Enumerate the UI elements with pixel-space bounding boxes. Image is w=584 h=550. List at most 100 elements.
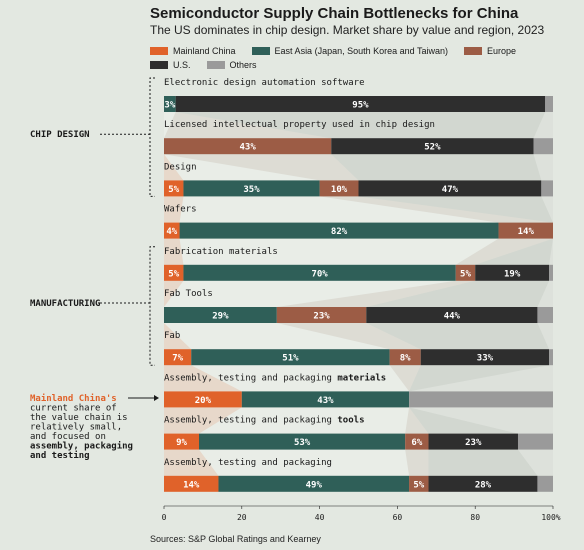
legend-swatch <box>150 47 168 55</box>
chart-title: Semiconductor Supply Chain Bottlenecks f… <box>150 5 519 22</box>
flow-band <box>164 365 410 392</box>
flow-band <box>164 407 242 434</box>
data-label: 7% <box>172 354 183 364</box>
legend: Mainland China East Asia (Japan, South Ko… <box>150 46 570 70</box>
annotation-highlight: Mainland China's <box>30 393 117 404</box>
bar-segment <box>164 475 219 492</box>
data-label: 51% <box>282 354 299 364</box>
legend-swatch <box>206 61 225 69</box>
bar-segment <box>164 391 242 408</box>
legend-item: Europe <box>464 46 516 56</box>
row-label-part: Assembly, testing and packaging <box>164 373 337 383</box>
legend-swatch <box>150 61 168 69</box>
flow-band <box>164 407 410 434</box>
flow-band <box>455 238 553 265</box>
data-label: 20% <box>195 396 212 406</box>
data-label: 23% <box>313 312 330 322</box>
legend-swatch <box>251 47 270 55</box>
bar-segment <box>164 349 192 366</box>
bar-segment <box>405 433 429 450</box>
bar-segment <box>498 222 553 239</box>
data-label: 4% <box>166 227 177 237</box>
flow-band <box>164 365 242 392</box>
row-label: Licensed intellectual property used in c… <box>164 120 435 130</box>
data-label: 3% <box>164 101 175 111</box>
row-label: Assembly, testing and packaging <box>164 458 332 468</box>
flow-band <box>409 365 550 392</box>
flow-band <box>175 112 546 139</box>
x-tick-label: 0 <box>162 513 167 522</box>
data-label: 14% <box>183 480 200 490</box>
bar-segment <box>541 180 553 197</box>
flow-band <box>164 154 320 181</box>
legend-item: East Asia (Japan, South Korea and Taiwan… <box>251 46 448 56</box>
flow-band <box>409 365 553 392</box>
flow-band <box>164 112 176 139</box>
bar-segment <box>276 307 367 323</box>
annotation-text: current share of <box>30 404 117 414</box>
annotation-arrow-head <box>154 395 159 401</box>
flow-band <box>164 154 184 181</box>
flow-band <box>164 280 184 307</box>
bar-segment <box>319 180 359 197</box>
annotation-text: and testing <box>30 450 90 461</box>
flow-band <box>164 323 390 350</box>
bar-segment <box>164 264 184 281</box>
annotation-text: and focused on <box>30 432 106 442</box>
flow-band <box>541 196 553 223</box>
flow-bands <box>164 112 553 476</box>
bar-segment <box>389 349 421 366</box>
data-label: 29% <box>212 312 229 322</box>
legend-swatch <box>464 47 482 55</box>
data-label: 44% <box>444 312 461 322</box>
bar-segment <box>241 391 410 408</box>
data-label: 53% <box>294 438 311 448</box>
bar-segment <box>164 96 176 112</box>
annotation-text: the value chain is <box>30 413 128 423</box>
legend-label: Others <box>229 60 257 70</box>
data-label: 9% <box>176 438 187 448</box>
group-bracket <box>149 246 155 366</box>
data-label: 70% <box>311 269 328 279</box>
row-label: Design <box>164 162 197 172</box>
data-label: 5% <box>168 269 179 279</box>
bar-segment <box>358 180 542 197</box>
flow-band <box>517 449 553 476</box>
bar-segment <box>409 475 429 492</box>
data-label: 8% <box>400 354 411 364</box>
flow-band <box>164 196 184 223</box>
bar-segment <box>517 433 553 450</box>
data-label: 5% <box>460 269 471 279</box>
bar-segment <box>183 264 456 281</box>
legend-label: East Asia (Japan, South Korea and Taiwan… <box>274 46 448 56</box>
bar-segment <box>549 349 553 366</box>
data-label: 95% <box>352 101 369 111</box>
legend-item: Mainland China <box>150 46 236 56</box>
flow-band <box>533 154 553 181</box>
data-label: 49% <box>306 480 323 490</box>
bar-segment <box>549 264 553 281</box>
bar-segment <box>191 349 390 366</box>
annotation-text: relatively small, <box>30 423 122 433</box>
flow-band <box>164 449 410 476</box>
row-label: Fabrication materials <box>164 247 278 257</box>
data-label: 43% <box>240 143 257 153</box>
data-label: 14% <box>518 227 535 237</box>
row-label: Electronic design automation software <box>164 78 364 88</box>
flow-band <box>164 196 499 223</box>
bar-segment <box>218 475 410 492</box>
flow-band <box>331 154 542 181</box>
group-label: CHIP DESIGN <box>30 130 90 140</box>
row-label: Assembly, testing and packaging material… <box>164 372 386 383</box>
group-label: MANUFACTURING <box>30 299 100 309</box>
flow-band <box>164 112 332 139</box>
flow-band <box>366 323 550 350</box>
flow-band <box>164 280 456 307</box>
bar-segment <box>537 307 553 323</box>
bar-segment <box>183 180 320 197</box>
data-label: 47% <box>442 185 459 195</box>
data-label: 5% <box>168 185 179 195</box>
flow-band <box>164 238 499 265</box>
x-tick-label: 40 <box>315 513 325 522</box>
bar-segment <box>164 433 200 450</box>
